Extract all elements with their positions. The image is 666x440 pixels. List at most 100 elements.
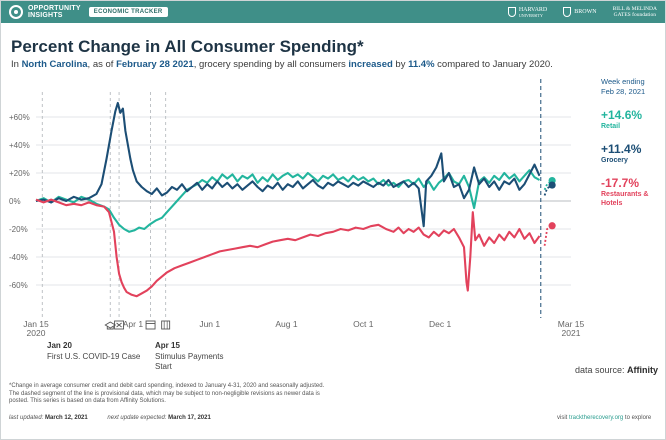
y-tick-label-20: -20%	[9, 225, 28, 234]
event-date-jan-20: Jan 20	[47, 341, 72, 350]
graduation-cap-top	[104, 321, 117, 329]
latest-values-legend: Week ending Feb 28, 2021 +14.6% Retail +…	[601, 77, 665, 208]
restaurants-legend-label[interactable]: Restaurants & Hotels	[601, 190, 665, 208]
grocery-line[interactable]	[35, 101, 541, 228]
event-date-apr-15: Apr 15	[155, 341, 180, 350]
date-highlight: February 28 2021	[116, 59, 194, 70]
box-x-frame	[114, 320, 125, 330]
direction-highlight: increased	[348, 59, 393, 70]
grocery-latest-point[interactable]	[548, 181, 556, 189]
graduation-cap-icon[interactable]	[104, 321, 117, 330]
week-ending-line-1: Week ending	[601, 77, 645, 86]
box-x-icon[interactable]	[114, 320, 125, 330]
brand-line-2: INSIGHTS	[28, 12, 63, 19]
y-tick-label-0: 0%	[9, 197, 21, 206]
retail-latest-value: +14.6%	[601, 108, 643, 122]
grocery-legend-label[interactable]: Grocery	[601, 157, 628, 164]
x-tick-year-jan-15: 2020	[27, 328, 46, 338]
y-axis-labels: +60% +40% +20% 0% -20% -40% -60%	[9, 113, 30, 290]
stimulus-line-1: Stimulus Payments	[155, 352, 224, 361]
gates-line-2: GATES foundation	[613, 12, 656, 18]
y-tick-label-20: +20%	[9, 169, 30, 178]
x-tick-label-oct-1: Oct 1	[353, 319, 374, 329]
x-tick-label-mar-15: Mar 15	[558, 319, 585, 329]
building-columns	[163, 321, 168, 329]
harvard-logo[interactable]: HARVARD UNIVERSITY	[507, 6, 548, 18]
subtitle-text-5: compared to January 2020.	[434, 59, 553, 70]
visit-site: visit tracktherecovery.org to explore	[557, 415, 651, 421]
top-navigation-bar: OPPORTUNITY INSIGHTS ECONOMIC TRACKER HA…	[1, 1, 665, 23]
footnote-line-1: *Change in average consumer credit and d…	[9, 383, 325, 389]
harvard-subname: UNIVERSITY	[518, 12, 543, 18]
retail-line[interactable]	[35, 169, 541, 233]
economic-tracker-button[interactable]: ECONOMIC TRACKER	[88, 7, 168, 17]
tracktherecovery-link[interactable]: tracktherecovery.org	[569, 415, 624, 421]
restaurants-label-line-1: Restaurants &	[601, 191, 649, 198]
next-update-label: next update expected:	[107, 415, 169, 421]
next-update: next update expected: March 17, 2021	[107, 415, 210, 421]
restaurants-hotels-line[interactable]	[35, 198, 541, 298]
event-label-stimulus-payments: Stimulus Payments Start	[155, 352, 223, 372]
y-tick-label-40: -40%	[9, 253, 28, 262]
visit-suffix: to explore	[623, 415, 652, 421]
last-updated: last updated: March 12, 2021	[9, 415, 88, 421]
gates-foundation-logo[interactable]: BILL & MELINDA GATES foundation	[613, 6, 657, 18]
harvard-crest-icon	[507, 7, 516, 17]
retail-legend-label[interactable]: Retail	[601, 123, 621, 130]
value-highlight: 11.4%	[408, 59, 435, 70]
chart-title: Percent Change in All Consumer Spending*	[11, 37, 364, 56]
last-updated-label: last updated:	[9, 415, 46, 421]
data-source-prefix: data source:	[575, 365, 628, 375]
graduation-cap-base	[106, 326, 114, 330]
building-frame	[161, 320, 171, 330]
brown-crest-icon	[563, 7, 572, 17]
brown-logo[interactable]: BROWN	[563, 7, 597, 17]
gates-line-1: BILL & MELINDA	[612, 6, 657, 12]
y-tick-label-60: -60%	[9, 281, 28, 290]
footnote: *Change in average consumer credit and d…	[9, 383, 369, 406]
last-updated-date: March 12, 2021	[45, 415, 88, 421]
subtitle-text-1: In	[11, 59, 22, 70]
x-tick-label-jan-15: Jan 15	[23, 319, 49, 329]
restaurants-label-line-2: Hotels	[601, 200, 623, 207]
building-icon[interactable]	[161, 320, 171, 330]
subtitle-text-4: by	[392, 59, 409, 70]
stimulus-line-2: Start	[155, 362, 172, 371]
subtitle-text-2: , as of	[87, 59, 117, 70]
y-tick-label-60: +60%	[9, 113, 30, 122]
box-x-cross	[116, 322, 122, 328]
calendar-frame	[145, 320, 156, 330]
data-source-name[interactable]: Affinity	[627, 365, 659, 375]
calendar-icon[interactable]	[145, 320, 156, 330]
grocery-latest-value: +11.4%	[601, 142, 642, 156]
partner-logos: HARVARD UNIVERSITY BROWN BILL & MELINDA …	[507, 6, 657, 18]
x-tick-year-mar-15: 2021	[562, 328, 581, 338]
region-selector[interactable]: North Carolina	[21, 59, 88, 70]
y-tick-label-40: +40%	[9, 141, 30, 150]
next-update-date: March 17, 2021	[168, 415, 211, 421]
chart-subtitle: In North Carolina, as of February 28 202…	[11, 59, 553, 70]
x-tick-label-apr-1: Apr 1	[123, 319, 144, 329]
brand-line-1: OPPORTUNITY	[28, 5, 81, 12]
restaurants-latest-value: -17.7%	[601, 176, 640, 190]
x-tick-label-dec-1: Dec 1	[429, 319, 451, 329]
brown-name: BROWN	[574, 9, 597, 15]
subtitle-text-3: , grocery spending by all consumers	[193, 59, 349, 70]
visit-prefix: visit	[557, 415, 569, 421]
footnote-line-2: The dashed segment of the line is provis…	[9, 390, 320, 397]
restaurants-hotels-latest-point[interactable]	[548, 222, 556, 230]
update-info: last updated: March 12, 2021 next update…	[9, 415, 229, 421]
x-tick-label-aug-1: Aug 1	[275, 319, 297, 329]
harvard-name: HARVARD	[518, 6, 548, 13]
x-tick-label-jun-1: Jun 1	[199, 319, 220, 329]
event-label-first-covid-case: First U.S. COVID-19 Case	[47, 352, 141, 361]
chart-series[interactable]	[35, 101, 556, 298]
opportunity-insights-mark-icon	[9, 5, 23, 19]
brand-name: OPPORTUNITY INSIGHTS	[28, 5, 81, 19]
opportunity-insights-logo[interactable]: OPPORTUNITY INSIGHTS	[9, 5, 81, 19]
event-markers	[41, 79, 542, 320]
footnote-line-3: posted. This series is based on data fro…	[9, 398, 166, 405]
